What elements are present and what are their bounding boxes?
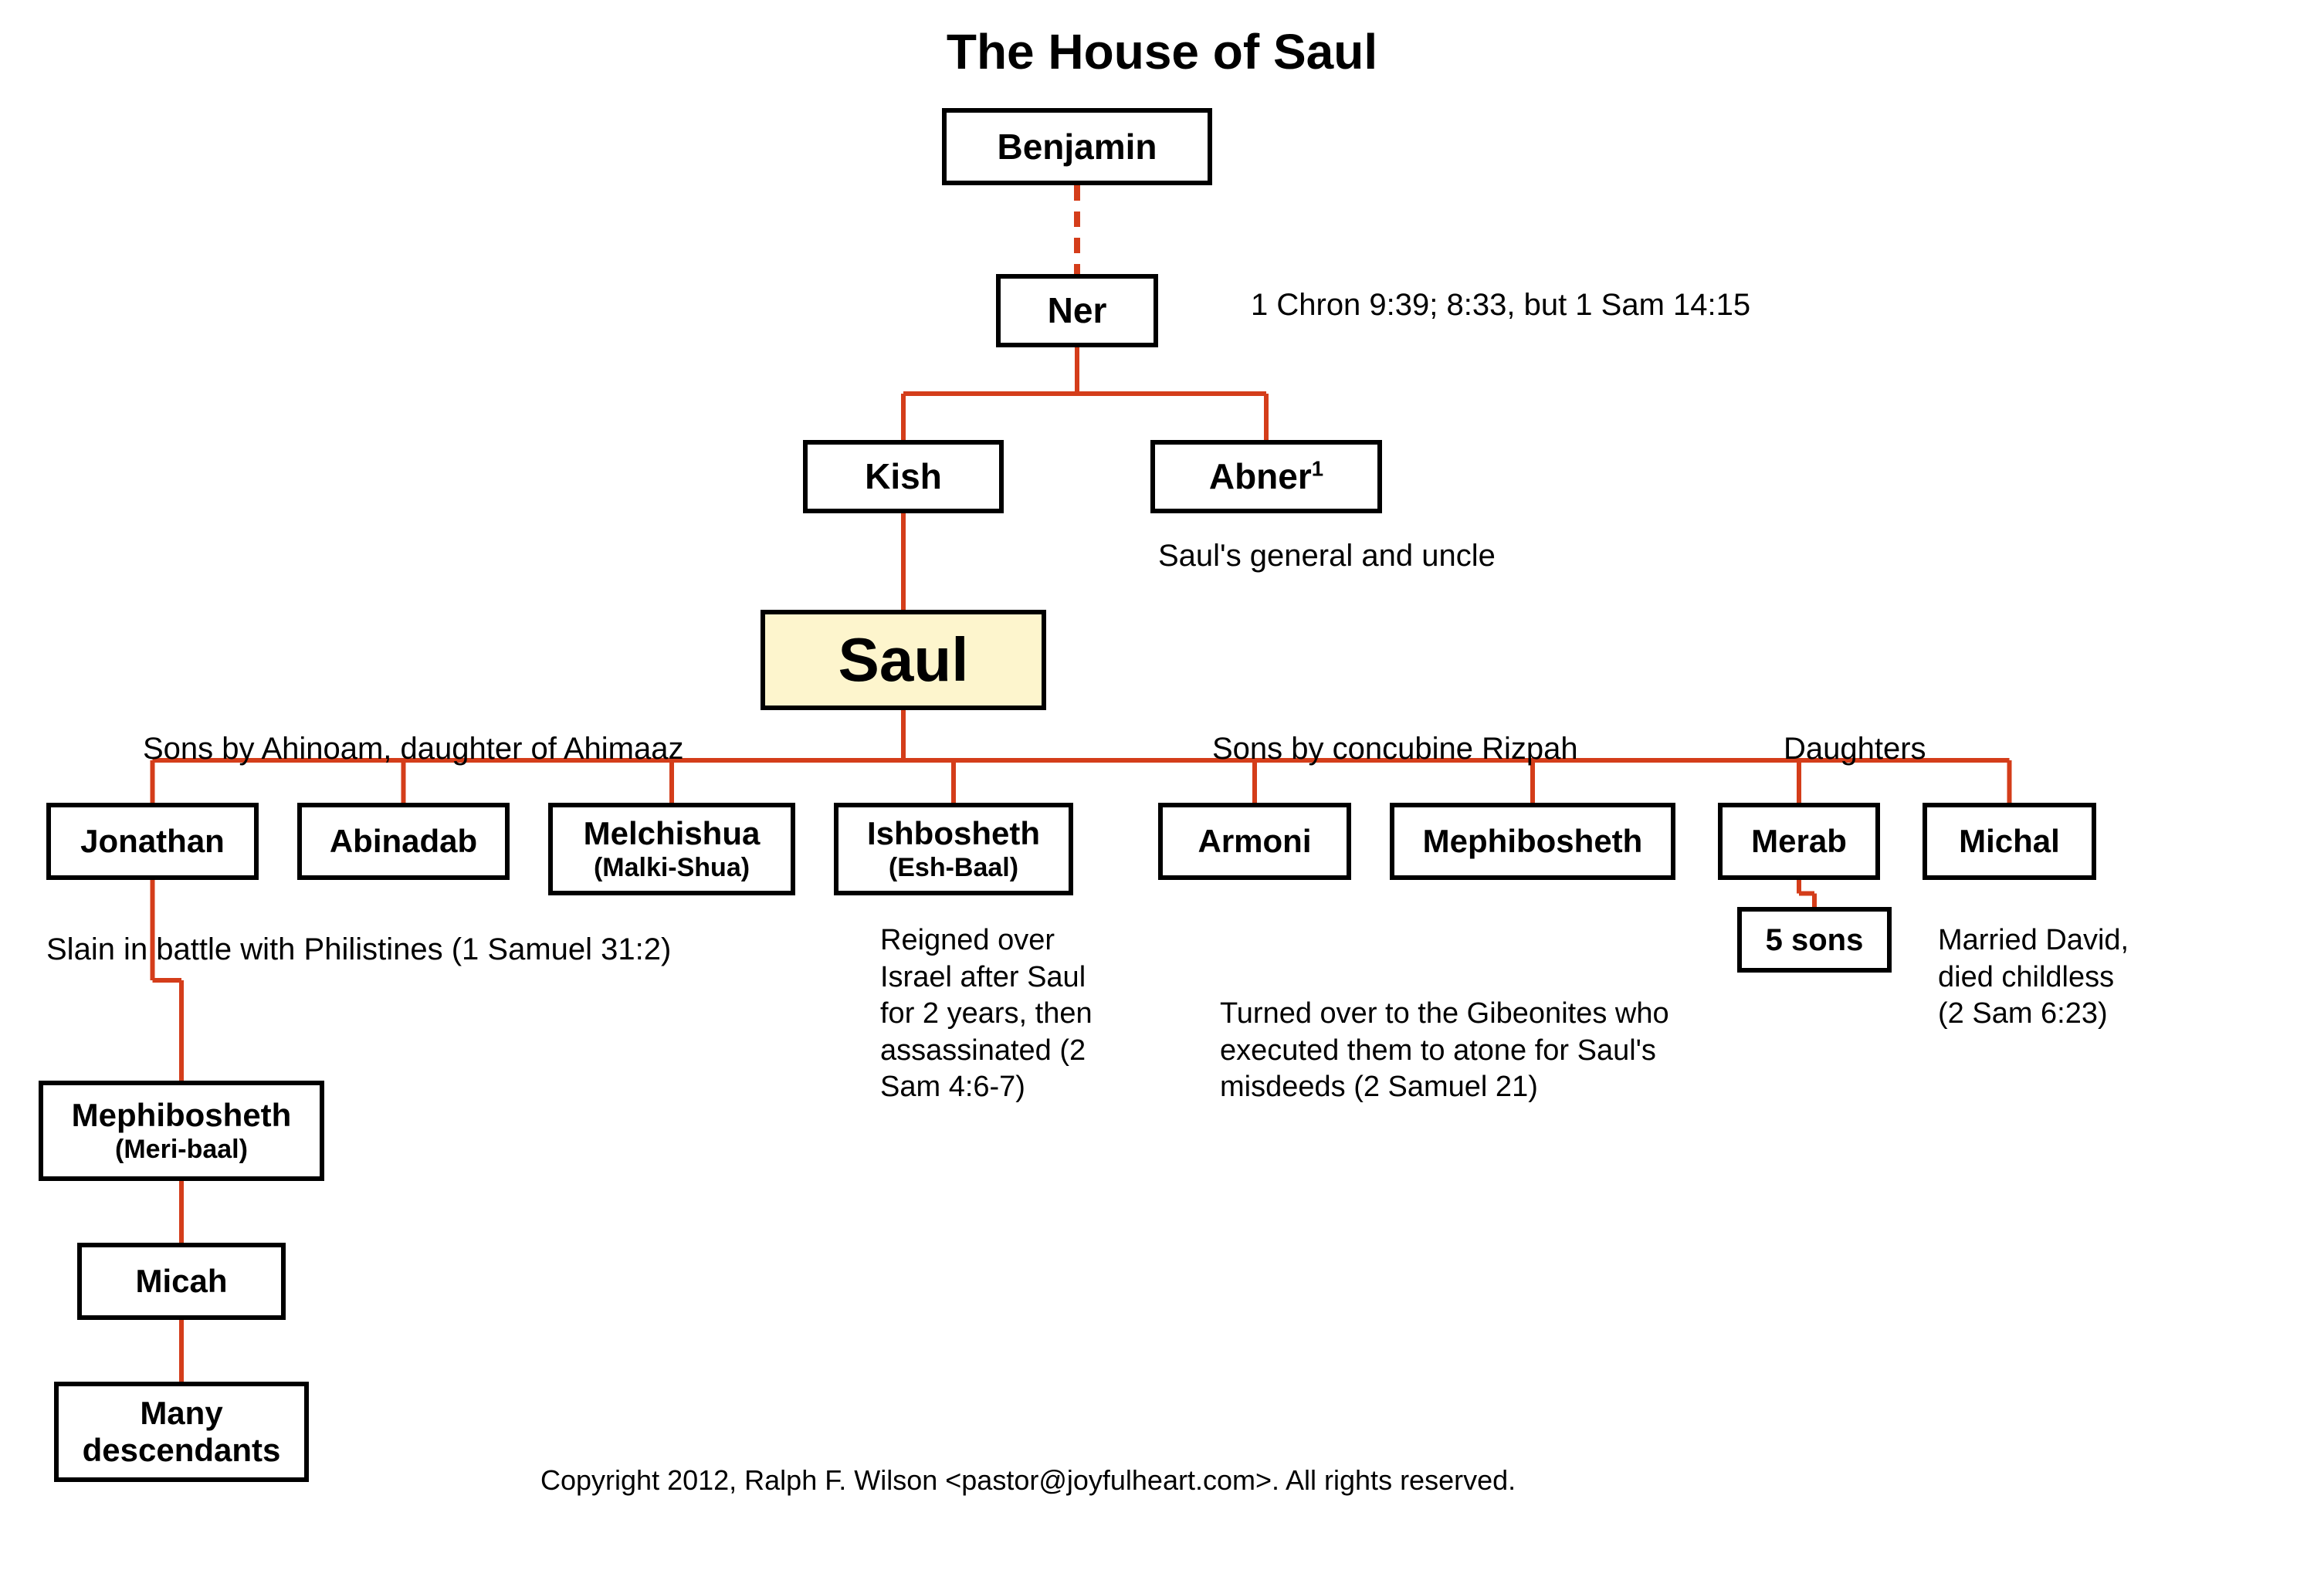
node-label: Micah — [135, 1263, 227, 1300]
node-label: Benjamin — [997, 127, 1157, 167]
node-sublabel: descendants — [83, 1432, 281, 1469]
annotation: Reigned over Israel after Saul for 2 yea… — [880, 922, 1127, 1106]
annotation: Sons by Ahinoam, daughter of Ahimaaz — [143, 729, 915, 768]
node-label: Armoni — [1198, 823, 1312, 860]
node-kish: Kish — [803, 440, 1004, 513]
node-label: Melchishua — [584, 815, 761, 852]
node-label: Many — [140, 1395, 222, 1432]
node-saul: Saul — [761, 610, 1046, 710]
annotation: Saul's general and uncle — [1158, 536, 1699, 575]
node-mephib1: Mephibosheth(Meri-baal) — [39, 1081, 324, 1181]
node-armoni: Armoni — [1158, 803, 1351, 880]
node-label: Abner1 — [1209, 456, 1323, 497]
annotation: Married David, died childless (2 Sam 6:2… — [1938, 922, 2139, 1033]
node-michal: Michal — [1923, 803, 2096, 880]
annotation: Daughters — [1784, 729, 2015, 768]
node-abinadab: Abinadab — [297, 803, 510, 880]
family-tree-diagram: The House of Saul Benjamin Ner Kish Abner1 S… — [0, 0, 2324, 1570]
node-label: Saul — [838, 624, 969, 695]
annotation: 1 Chron 9:39; 8:33, but 1 Sam 14:15 — [1251, 286, 1946, 324]
node-label: Kish — [865, 456, 942, 497]
edges-layer — [0, 0, 2324, 1570]
node-label: 5 sons — [1766, 922, 1864, 958]
node-sublabel: (Malki-Shua) — [594, 853, 750, 883]
node-mephib2: Mephibosheth — [1390, 803, 1675, 880]
node-label: Merab — [1751, 823, 1847, 860]
node-fivesons: 5 sons — [1737, 907, 1892, 973]
node-ishbosheth: Ishbosheth(Esh-Baal) — [834, 803, 1073, 895]
node-label: Michal — [1959, 823, 2060, 860]
node-label: Mephibosheth — [72, 1097, 292, 1134]
node-sublabel: (Meri-baal) — [115, 1135, 248, 1165]
annotation: Slain in battle with Philistines (1 Samu… — [46, 930, 896, 969]
node-label: Abinadab — [330, 823, 477, 860]
node-micah: Micah — [77, 1243, 286, 1320]
node-melchishua: Melchishua(Malki-Shua) — [548, 803, 795, 895]
copyright: Copyright 2012, Ralph F. Wilson <pastor@… — [540, 1463, 1930, 1497]
diagram-title: The House of Saul — [0, 23, 2324, 80]
annotation: Turned over to the Gibeonites who execut… — [1220, 996, 1722, 1106]
node-label: Ner — [1048, 290, 1107, 331]
node-sublabel: (Esh-Baal) — [889, 853, 1018, 883]
node-abner: Abner1 — [1150, 440, 1382, 513]
node-many: Manydescendants — [54, 1382, 309, 1482]
node-jonathan: Jonathan — [46, 803, 259, 880]
node-label: Jonathan — [80, 823, 225, 860]
node-ner: Ner — [996, 274, 1158, 347]
annotation: Sons by concubine Rizpah — [1212, 729, 1753, 768]
node-label: Ishbosheth — [867, 815, 1040, 852]
node-benjamin: Benjamin — [942, 108, 1212, 185]
node-merab: Merab — [1718, 803, 1880, 880]
node-label: Mephibosheth — [1423, 823, 1643, 860]
